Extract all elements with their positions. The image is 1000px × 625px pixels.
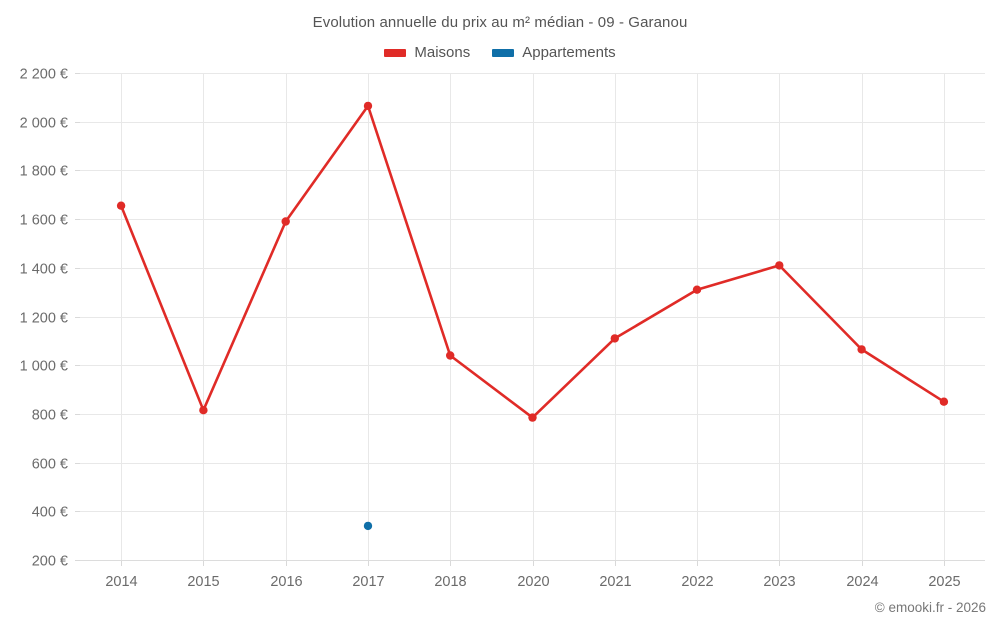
data-point-maisons[interactable]: [775, 261, 784, 270]
data-point-maisons[interactable]: [116, 201, 126, 210]
data-point-maisons[interactable]: [939, 397, 949, 406]
y-tick-label: 400 €: [32, 505, 68, 521]
x-axis-tick-labels: 2014 2015 2016 2017 2018 2020 2021 2022 2023 2024…: [105, 574, 960, 590]
y-tick-label: 2 200 €: [20, 67, 68, 83]
y-tick-label: 800 €: [32, 408, 68, 424]
x-tick-label: 2016: [270, 574, 302, 590]
gridlines: [75, 73, 985, 561]
chart-title: Evolution annuelle du prix au m² médian …: [312, 14, 688, 31]
series-points: [116, 101, 949, 531]
data-point-maisons[interactable]: [446, 351, 455, 360]
vertical-gridlines: [121, 73, 945, 566]
x-tick-label: 2020: [517, 574, 549, 590]
y-tick-label: 1 400 €: [20, 262, 68, 278]
x-tick-label: 2017: [352, 574, 384, 590]
y-tick-label: 1 200 €: [20, 311, 68, 327]
data-point-maisons[interactable]: [528, 413, 537, 422]
x-tick-label: 2018: [434, 574, 466, 590]
legend-label-maisons: Maisons: [414, 44, 471, 61]
x-tick-label: 2022: [681, 574, 713, 590]
x-tick-label: 2014: [105, 574, 137, 590]
x-tick-label: 2025: [928, 574, 960, 590]
legend-swatch-maisons: [384, 48, 407, 57]
data-point-maisons[interactable]: [363, 101, 373, 111]
series-line-maisons: [119, 104, 946, 419]
y-tick-label: 1 000 €: [20, 359, 68, 375]
y-tick-label: 1 600 €: [20, 213, 68, 229]
x-tick-label: 2023: [763, 574, 795, 590]
data-point-maisons[interactable]: [610, 334, 619, 343]
legend-item-maisons[interactable]: Maisons: [384, 44, 470, 61]
x-tick-label: 2024: [846, 574, 878, 590]
legend-label-appartements: Appartements: [522, 44, 616, 61]
y-tick-label: 1 800 €: [20, 164, 68, 180]
data-point-maisons[interactable]: [199, 406, 208, 415]
y-tick-label: 200 €: [32, 554, 68, 570]
chart-legend: Maisons Appartements: [0, 44, 1000, 61]
legend-item-appartements[interactable]: Appartements: [492, 44, 616, 61]
copyright-credit: © emooki.fr - 2026: [874, 600, 986, 615]
data-point-maisons[interactable]: [692, 285, 702, 294]
legend-swatch-appartements: [492, 48, 515, 57]
y-tick-label: 2 000 €: [20, 116, 68, 132]
series-lines: [119, 104, 946, 419]
x-tick-label: 2021: [599, 574, 631, 590]
data-point-appartements[interactable]: [363, 521, 373, 531]
y-axis-tick-labels: 2 200 € 2 000 € 1 800 € 1 600 € 1 400 € 1 200…: [20, 67, 68, 570]
y-tick-label: 600 €: [32, 457, 68, 473]
x-tick-label: 2015: [187, 574, 219, 590]
data-point-maisons[interactable]: [281, 217, 290, 226]
data-point-maisons[interactable]: [857, 345, 866, 354]
